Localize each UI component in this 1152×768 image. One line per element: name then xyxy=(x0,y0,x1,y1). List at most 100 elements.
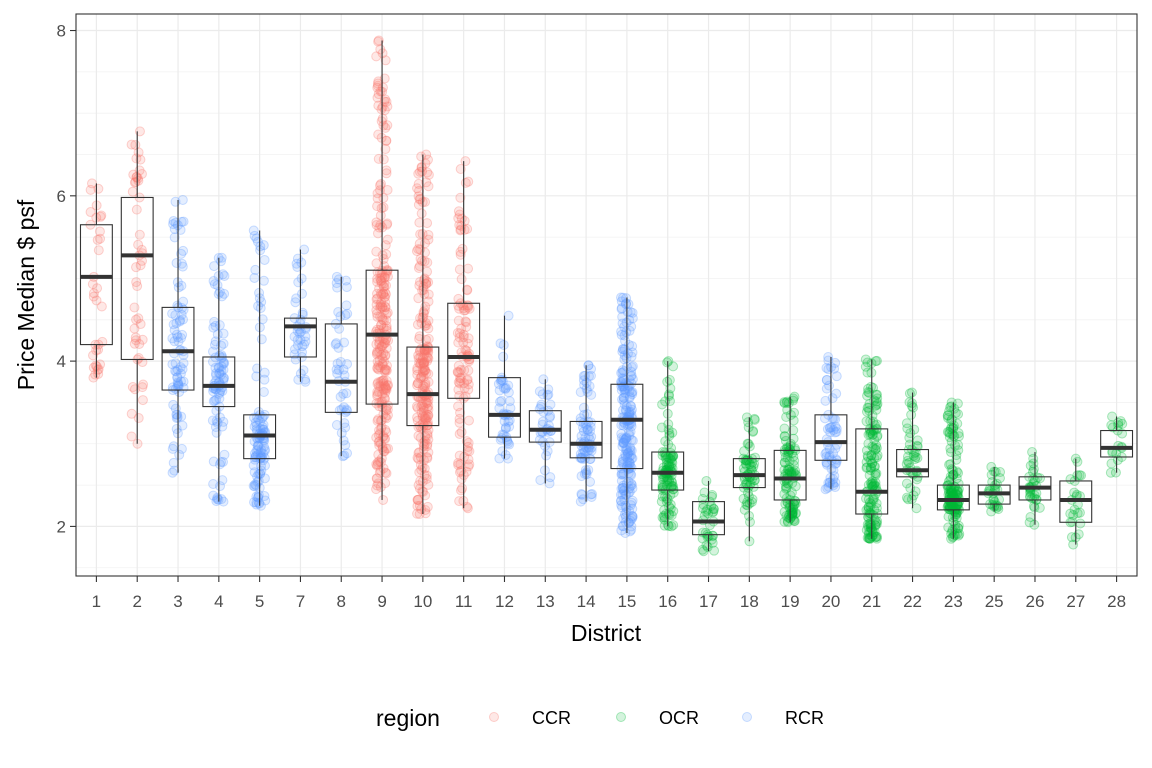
data-point xyxy=(209,261,220,272)
data-point xyxy=(371,308,382,319)
data-point xyxy=(376,320,387,331)
data-point xyxy=(256,445,267,456)
data-point xyxy=(214,393,225,404)
data-point xyxy=(379,380,390,391)
data-point xyxy=(248,480,259,491)
data-point xyxy=(418,402,429,413)
data-point xyxy=(373,381,384,392)
data-point xyxy=(377,113,388,124)
data-point xyxy=(422,266,433,277)
data-point xyxy=(297,288,308,299)
data-point xyxy=(371,349,382,360)
data-point xyxy=(413,353,424,364)
data-point xyxy=(376,275,387,286)
data-point xyxy=(464,446,475,457)
data-point xyxy=(412,508,423,519)
data-point xyxy=(821,374,832,385)
data-point xyxy=(420,379,431,390)
data-point xyxy=(417,355,428,366)
data-point xyxy=(249,497,260,508)
data-point xyxy=(375,481,386,492)
data-point xyxy=(173,282,184,293)
data-point xyxy=(169,224,180,235)
data-point xyxy=(175,315,186,326)
data-point xyxy=(258,424,269,435)
data-point xyxy=(418,281,429,292)
data-point xyxy=(749,413,760,424)
data-point xyxy=(130,176,141,187)
data-point xyxy=(459,378,470,389)
data-point xyxy=(419,357,430,368)
data-point xyxy=(377,301,388,312)
data-point xyxy=(300,331,311,342)
data-point xyxy=(416,256,427,267)
data-point xyxy=(454,467,465,478)
data-point xyxy=(258,275,269,286)
data-point xyxy=(342,448,353,459)
data-point xyxy=(259,460,270,471)
data-point xyxy=(461,317,472,328)
data-point xyxy=(248,225,259,236)
data-point xyxy=(461,466,472,477)
data-point xyxy=(382,379,393,390)
data-point xyxy=(417,352,428,363)
data-point xyxy=(178,245,189,256)
data-point xyxy=(457,243,468,254)
data-point xyxy=(413,350,424,361)
data-point xyxy=(412,378,423,389)
data-point xyxy=(463,176,474,187)
legend-title: region xyxy=(376,705,440,731)
data-point xyxy=(371,294,382,305)
data-point xyxy=(379,272,390,283)
legend-key xyxy=(616,712,626,722)
x-tick-label: 3 xyxy=(173,592,182,611)
data-point xyxy=(862,390,873,401)
data-point xyxy=(418,358,429,369)
data-point xyxy=(378,431,389,442)
data-point xyxy=(454,496,465,507)
data-point xyxy=(211,405,222,416)
data-point xyxy=(219,288,230,299)
data-point xyxy=(420,396,431,407)
data-point xyxy=(176,280,187,291)
data-point xyxy=(255,241,266,252)
data-point xyxy=(292,340,303,351)
data-point xyxy=(901,478,912,489)
data-point xyxy=(214,459,225,470)
data-point xyxy=(578,375,589,386)
data-point xyxy=(455,373,466,384)
y-tick-label: 4 xyxy=(57,352,66,371)
data-point xyxy=(418,367,429,378)
data-point xyxy=(500,423,511,434)
data-point xyxy=(504,396,515,407)
data-point xyxy=(864,507,875,518)
data-point xyxy=(219,449,230,460)
data-point xyxy=(454,390,465,401)
data-point xyxy=(374,339,385,350)
data-point xyxy=(131,204,142,215)
data-point xyxy=(1106,458,1117,469)
data-point xyxy=(208,276,219,287)
data-point xyxy=(172,300,183,311)
data-point xyxy=(167,333,178,344)
data-point xyxy=(423,353,434,364)
data-point xyxy=(171,409,182,420)
data-point xyxy=(177,364,188,375)
data-point xyxy=(332,368,343,379)
data-point xyxy=(96,210,107,221)
data-point xyxy=(500,382,511,393)
data-point xyxy=(455,459,466,470)
data-point xyxy=(497,429,508,440)
data-point xyxy=(212,494,223,505)
data-point xyxy=(381,384,392,395)
data-point xyxy=(255,450,266,461)
data-point xyxy=(376,349,387,360)
data-point xyxy=(625,307,636,318)
data-point xyxy=(422,167,433,178)
data-point xyxy=(418,358,429,369)
data-point xyxy=(378,384,389,395)
data-point xyxy=(137,334,148,345)
data-point xyxy=(216,340,227,351)
data-point xyxy=(253,406,264,417)
data-point xyxy=(454,332,465,343)
